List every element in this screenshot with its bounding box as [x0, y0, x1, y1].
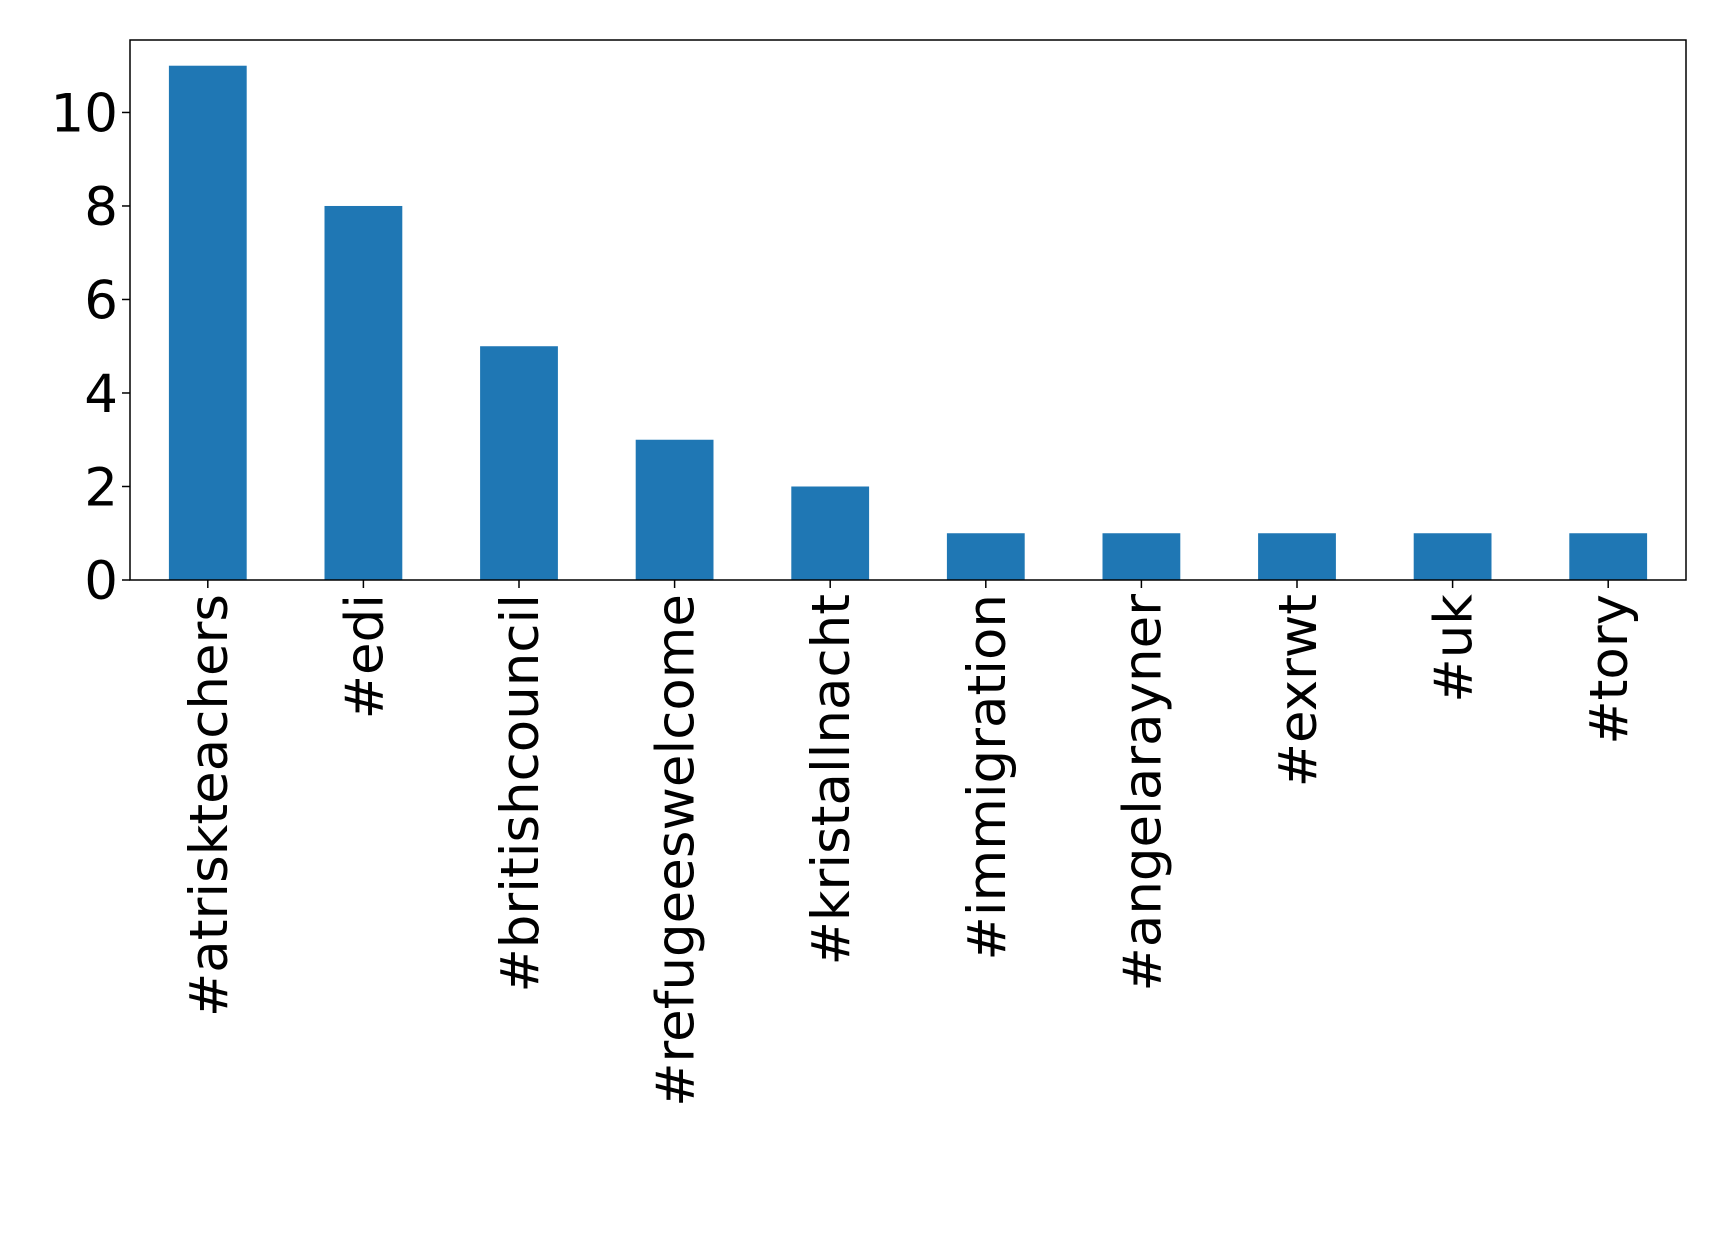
bar [1413, 533, 1492, 580]
bar [635, 439, 714, 580]
x-tick-label: #tory [1579, 594, 1640, 745]
x-tick-label: #atriskteachers [179, 594, 240, 1017]
bar [1258, 533, 1336, 580]
x-tick-label: #britishcouncil [490, 594, 551, 993]
x-tick-label: #angelarayner [1112, 594, 1173, 992]
bar [480, 346, 558, 580]
y-tick-label: 10 [51, 83, 118, 144]
x-tick-label: #refugeeswelcome [646, 594, 707, 1107]
y-tick-label: 2 [84, 457, 118, 518]
bar [1569, 533, 1648, 580]
bar [324, 205, 403, 580]
x-tick-label: #kristallnacht [801, 594, 862, 966]
y-tick-label: 8 [84, 177, 118, 238]
x-tick-label: #immigration [957, 594, 1018, 961]
y-tick-label: 0 [84, 551, 118, 612]
plot-frame [129, 39, 1687, 581]
x-tick-label: #exrwt [1268, 594, 1329, 787]
bar [946, 533, 1025, 580]
bar [1102, 533, 1181, 580]
bar [791, 486, 870, 580]
y-tick-label: 6 [84, 270, 118, 331]
bar [168, 65, 247, 580]
y-tick-label: 4 [84, 364, 118, 425]
x-tick-label: #uk [1424, 594, 1485, 703]
x-tick-label: #edi [334, 594, 395, 719]
